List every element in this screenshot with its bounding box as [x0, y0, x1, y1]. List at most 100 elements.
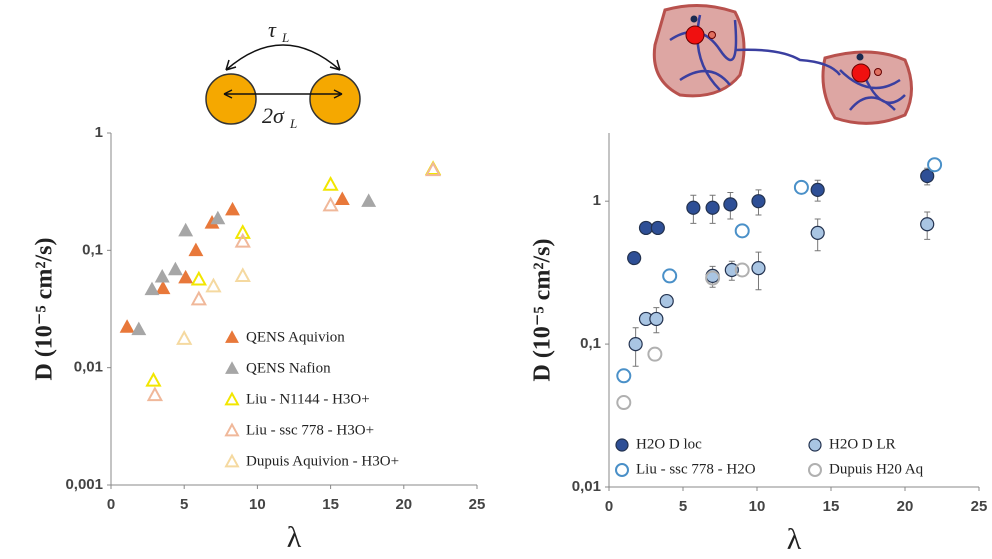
point — [686, 200, 701, 215]
legend-label: Liu - ssc 778 - H2O — [636, 461, 756, 477]
point — [920, 217, 935, 232]
point — [627, 250, 642, 266]
legend-marker — [225, 361, 239, 374]
point — [927, 157, 943, 173]
x-tick-label: 15 — [823, 498, 840, 515]
legend-marker — [224, 422, 240, 437]
x-tick-label: 10 — [749, 498, 766, 515]
point — [424, 161, 442, 177]
legend-marker — [615, 438, 629, 452]
point — [190, 270, 207, 286]
x-tick-label: 0 — [107, 496, 115, 513]
point — [210, 210, 226, 225]
y-tick-label: 1 — [593, 192, 601, 209]
point — [705, 270, 721, 286]
point — [234, 267, 251, 283]
point — [734, 262, 750, 278]
point — [188, 242, 204, 257]
legend-label: Dupuis H20 Aq — [829, 461, 924, 477]
y-tick-label: 0,01 — [74, 359, 103, 376]
y-tick-label: 0,1 — [580, 335, 601, 352]
point — [649, 311, 664, 327]
point — [659, 293, 674, 309]
point — [734, 223, 750, 239]
point — [616, 395, 632, 411]
ion — [205, 73, 257, 125]
point — [145, 371, 162, 387]
point — [178, 269, 194, 284]
point — [225, 201, 240, 216]
x-tick-label: 5 — [180, 496, 188, 513]
y-tick-label: 0,01 — [572, 478, 601, 495]
point — [234, 224, 251, 239]
legend-label: Liu - ssc 778 - H3O+ — [246, 422, 374, 438]
y-tick-label: 0,1 — [82, 241, 103, 258]
legend-label: QENS Aquivion — [246, 329, 345, 345]
x-tick-label: 20 — [897, 498, 914, 515]
legend-label: H2O D LR — [829, 436, 896, 452]
point — [167, 261, 183, 276]
point — [751, 194, 766, 209]
legend-label: QENS Nafion — [246, 360, 331, 376]
y-tick-label: 0,001 — [65, 476, 103, 493]
ion — [851, 63, 871, 83]
legend-label: Dupuis Aquivion - H3O+ — [246, 453, 399, 469]
point — [176, 330, 193, 345]
arrow-heads — [225, 59, 341, 71]
legend-label: H2O D loc — [636, 436, 702, 452]
legend-marker — [224, 453, 240, 468]
legend-marker — [808, 438, 822, 452]
point — [205, 277, 222, 293]
ion — [685, 25, 705, 45]
legend-marker — [808, 463, 822, 477]
point — [810, 225, 825, 240]
legend-marker — [615, 463, 629, 477]
point — [662, 268, 678, 284]
point — [361, 193, 377, 207]
legend-marker — [225, 330, 239, 343]
x-tick-label: 15 — [322, 496, 339, 513]
point — [810, 182, 825, 197]
sigma-label: 2σ — [262, 103, 285, 128]
point — [616, 368, 632, 384]
x-tick-label: 20 — [395, 496, 412, 513]
left-illustration: τ L 2σ L — [205, 17, 361, 131]
atom — [708, 31, 716, 39]
legend-marker — [224, 391, 240, 406]
x-tick-label: 25 — [469, 496, 486, 513]
x-axis-title: λ — [287, 521, 302, 554]
x-tick-label: 10 — [249, 496, 266, 513]
x-tick-label: 0 — [605, 498, 613, 515]
point — [647, 346, 663, 362]
tau-subscript: L — [281, 30, 289, 45]
point — [628, 336, 643, 352]
point — [119, 319, 135, 333]
point — [650, 220, 665, 236]
point — [793, 179, 809, 195]
legend-label: Liu - N1144 - H3O+ — [246, 391, 370, 407]
point — [234, 232, 251, 248]
point — [322, 196, 339, 212]
point — [190, 290, 207, 306]
point — [724, 262, 739, 278]
polymer-chain — [669, 14, 906, 111]
point — [705, 200, 720, 215]
tau-label: τ — [268, 17, 277, 42]
point — [322, 175, 339, 191]
distance-arrow — [223, 89, 343, 99]
point — [154, 268, 170, 283]
point — [751, 261, 766, 276]
point — [920, 168, 935, 184]
point — [131, 321, 147, 336]
x-axis-title: λ — [787, 523, 802, 556]
arc-arrow — [225, 44, 341, 71]
point — [146, 386, 164, 402]
point — [638, 220, 654, 236]
point — [155, 280, 171, 295]
ion — [309, 73, 361, 125]
point — [723, 197, 738, 212]
y-axis-title: D (10⁻⁵ cm²/s) — [530, 238, 556, 381]
right-illustration — [652, 3, 913, 125]
x-tick-label: 25 — [971, 498, 988, 515]
